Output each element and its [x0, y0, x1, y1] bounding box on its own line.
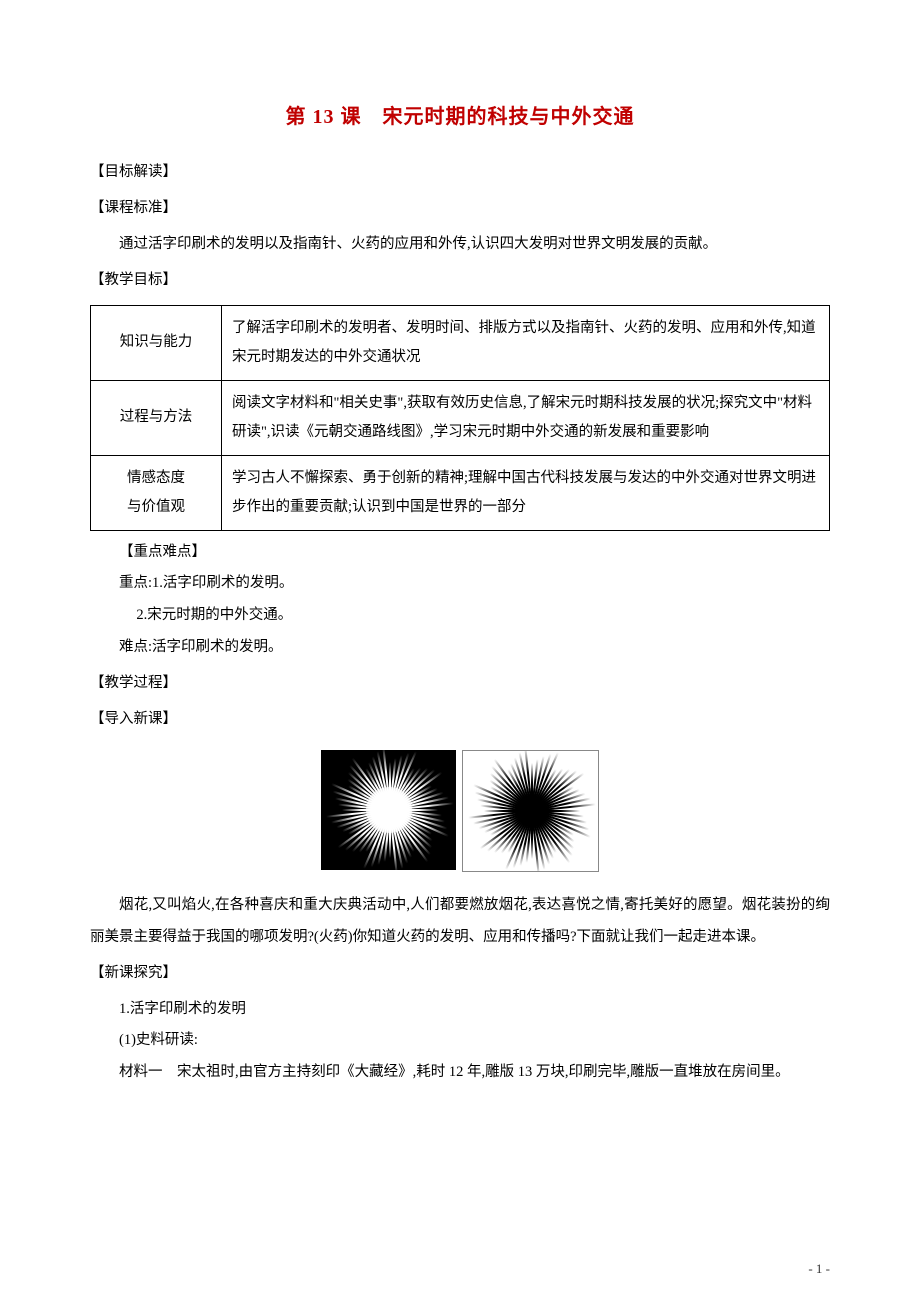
- firework-image-dark: [321, 750, 456, 870]
- cell-knowledge-text: 了解活字印刷术的发明者、发明时间、排版方式以及指南针、火药的发明、应用和外传,知…: [222, 305, 830, 380]
- cell-knowledge-label: 知识与能力: [91, 305, 222, 380]
- keypoint-1: 重点:1.活字印刷术的发明。: [90, 568, 830, 600]
- heading-curriculum-standard: 【课程标准】: [90, 193, 830, 225]
- firework-image-light: [462, 750, 599, 872]
- objectives-table: 知识与能力 了解活字印刷术的发明者、发明时间、排版方式以及指南针、火药的发明、应…: [90, 305, 830, 531]
- cell-values-label: 情感态度 与价值观: [91, 455, 222, 530]
- table-row: 过程与方法 阅读文字材料和"相关史事",获取有效历史信息,了解宋元时期科技发展的…: [91, 380, 830, 455]
- cell-values-label-line2: 与价值观: [101, 493, 211, 522]
- heading-target-interpretation: 【目标解读】: [90, 157, 830, 189]
- document-page: 第 13 课 宋元时期的科技与中外交通 【目标解读】 【课程标准】 通过活字印刷…: [0, 0, 920, 1302]
- cell-values-label-line1: 情感态度: [101, 464, 211, 493]
- curriculum-standard-text: 通过活字印刷术的发明以及指南针、火药的应用和外传,认识四大发明对世界文明发展的贡…: [90, 229, 830, 261]
- section-1-sub: (1)史料研读:: [90, 1025, 830, 1057]
- section-1-title: 1.活字印刷术的发明: [90, 994, 830, 1026]
- cell-values-text: 学习古人不懈探索、勇于创新的精神;理解中国古代科技发展与发达的中外交通对世界文明…: [222, 455, 830, 530]
- heading-intro-lesson: 【导入新课】: [90, 704, 830, 736]
- intro-paragraph: 烟花,又叫焰火,在各种喜庆和重大庆典活动中,人们都要燃放烟花,表达喜悦之情,寄托…: [90, 890, 830, 954]
- heading-teaching-process: 【教学过程】: [90, 668, 830, 700]
- heading-new-lesson-explore: 【新课探究】: [90, 958, 830, 990]
- heading-key-difficult: 【重点难点】: [90, 537, 830, 569]
- table-row: 知识与能力 了解活字印刷术的发明者、发明时间、排版方式以及指南针、火药的发明、应…: [91, 305, 830, 380]
- page-number: - 1 -: [808, 1261, 830, 1277]
- difficult-point: 难点:活字印刷术的发明。: [90, 632, 830, 664]
- cell-process-label: 过程与方法: [91, 380, 222, 455]
- fireworks-images: [90, 750, 830, 872]
- table-row: 情感态度 与价值观 学习古人不懈探索、勇于创新的精神;理解中国古代科技发展与发达…: [91, 455, 830, 530]
- cell-process-text: 阅读文字材料和"相关史事",获取有效历史信息,了解宋元时期科技发展的状况;探究文…: [222, 380, 830, 455]
- keypoint-2: 2.宋元时期的中外交通。: [90, 600, 830, 632]
- material-1-text: 材料一 宋太祖时,由官方主持刻印《大藏经》,耗时 12 年,雕版 13 万块,印…: [90, 1057, 830, 1089]
- lesson-title: 第 13 课 宋元时期的科技与中外交通: [90, 100, 830, 129]
- heading-teaching-objectives: 【教学目标】: [90, 265, 830, 297]
